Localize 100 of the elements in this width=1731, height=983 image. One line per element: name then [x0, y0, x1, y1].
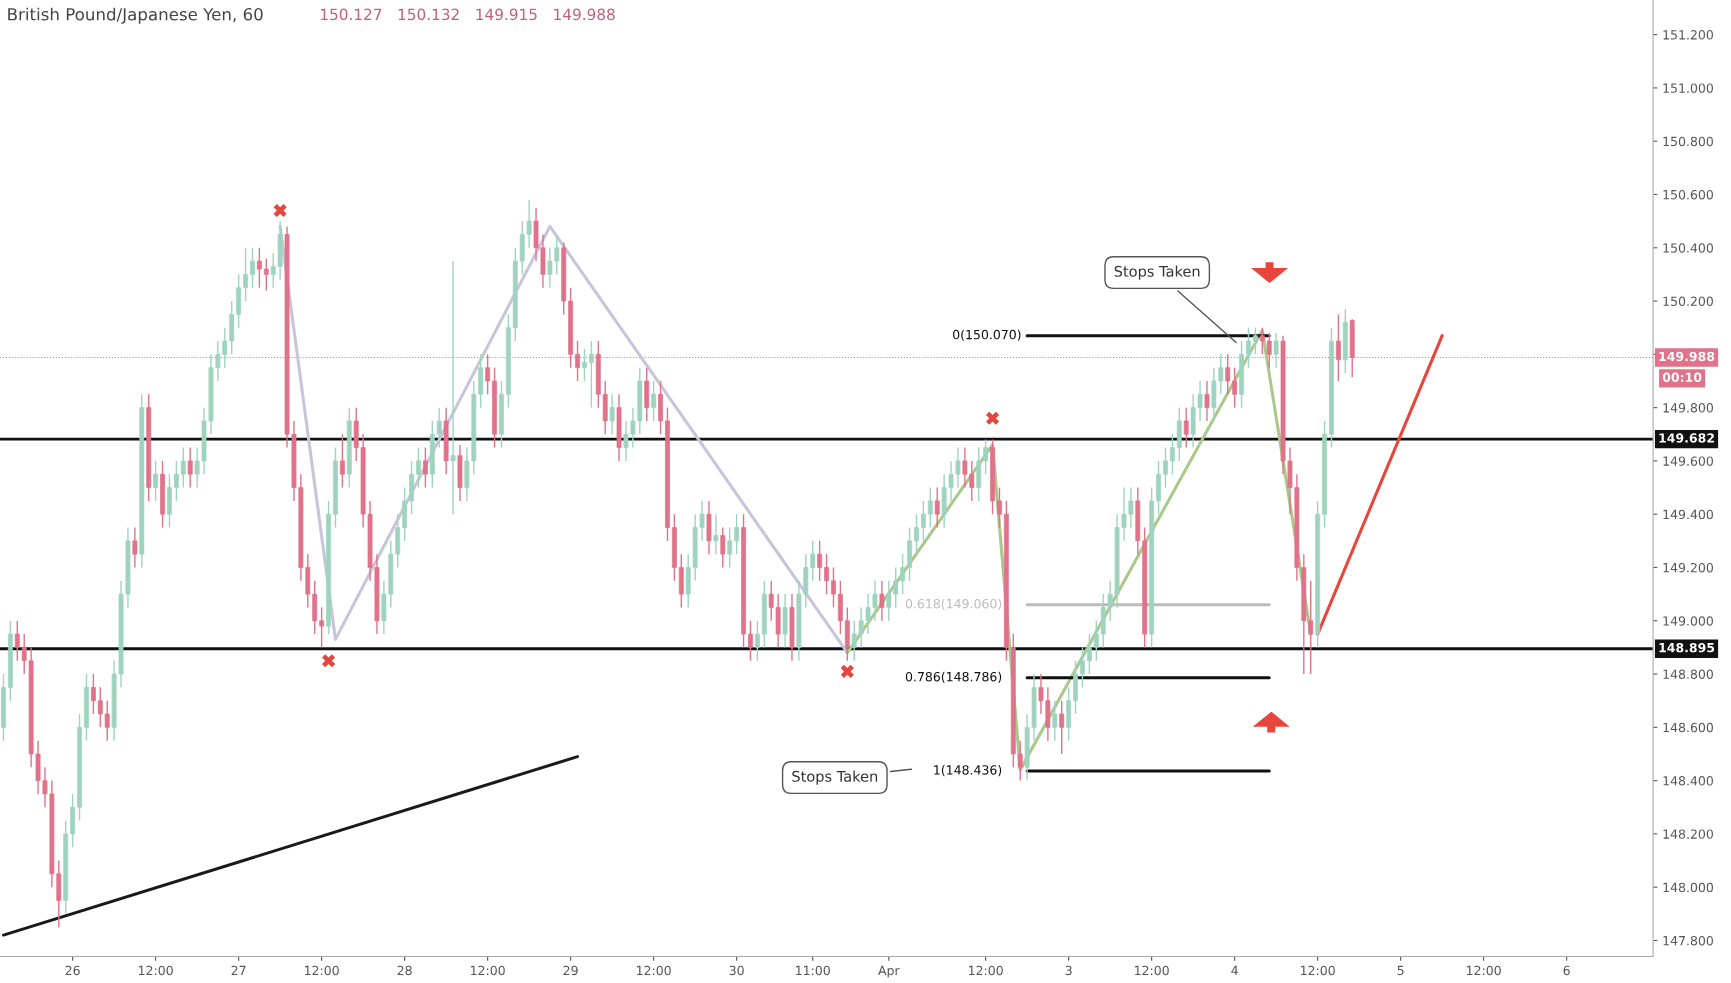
- point: [840, 664, 854, 678]
- candlestick: [588, 340, 594, 409]
- candlestick: [132, 526, 138, 569]
- candlestick: [817, 540, 823, 582]
- x-tick-label: 12:00: [1467, 965, 1501, 976]
- candlestick: [1086, 633, 1092, 675]
- ref-line-label: 149.988: [1659, 351, 1715, 362]
- text: 00:10: [1662, 372, 1702, 382]
- candlestick: [720, 526, 726, 569]
- candlestick: [1204, 380, 1210, 422]
- candlestick: [416, 446, 421, 489]
- chart-subtitle: 150.127 150.132 149.915 149.988: [321, 8, 615, 21]
- x-tick-label: 28: [397, 965, 412, 976]
- candlestick: [934, 486, 940, 529]
- text: 1(148.436): [934, 764, 1002, 777]
- candlestick: [153, 460, 159, 502]
- candlestick: [187, 446, 193, 489]
- point: [273, 203, 287, 218]
- y-tick-label: 149.800: [1663, 403, 1713, 413]
- y-tick-label: 151.000: [1663, 83, 1713, 93]
- y-tick-label: 147.800: [1663, 935, 1713, 946]
- candlestick: [256, 247, 262, 289]
- series-label: 0(150.070): [953, 329, 1021, 341]
- point: [321, 654, 336, 668]
- y-tick-label: 150.800: [1663, 136, 1713, 147]
- candlestick: [243, 247, 248, 302]
- candlestick: [1080, 646, 1085, 689]
- candlestick: [90, 673, 96, 715]
- candlestick: [450, 260, 456, 515]
- candlestick: [997, 486, 1002, 529]
- x-tick-label: 4: [1231, 965, 1238, 975]
- x-tick-label: 12:00: [304, 965, 339, 976]
- candlestick: [1183, 406, 1189, 449]
- candlestick: [609, 393, 615, 435]
- candlestick: [1169, 433, 1175, 475]
- x-tick-label: 12:00: [1301, 965, 1335, 976]
- candlestick: [180, 446, 186, 489]
- x-tick-label: 11:00: [796, 965, 830, 976]
- x-tick-label: 3: [1065, 965, 1072, 976]
- y-tick-label: 151.200: [1663, 30, 1713, 40]
- x-tick-label: 26: [65, 965, 80, 976]
- candlestick: [339, 433, 345, 489]
- candlestick: [983, 438, 989, 475]
- x-tick-label: 6: [1563, 965, 1570, 976]
- y-tick-label: 149.400: [1663, 509, 1713, 520]
- text: 0.618(149.060): [905, 598, 1002, 610]
- x-tick-label: 12:00: [969, 965, 1003, 976]
- y-tick-label: 149.200: [1663, 562, 1713, 573]
- candlestick: [754, 620, 760, 662]
- chart-title: British Pound/Japanese Yen, 60: [8, 7, 263, 24]
- candlestick: [1246, 327, 1251, 369]
- x-tick-label: 12:00: [470, 965, 505, 976]
- candlestick: [1052, 699, 1058, 742]
- x-tick-label: 5: [1397, 965, 1404, 976]
- y-tick-label: 148.800: [1663, 669, 1713, 679]
- candlestick: [1232, 366, 1238, 409]
- candlestick: [727, 526, 733, 569]
- y-tick-label: 148.200: [1663, 829, 1713, 839]
- candlestick: [173, 460, 179, 502]
- candlestick: [319, 606, 325, 649]
- y-tick-label: 150.200: [1663, 296, 1713, 306]
- candlestick: [914, 513, 919, 555]
- annotation: Stops Taken: [1114, 265, 1200, 280]
- ref-line-label: 149.682: [1659, 433, 1714, 443]
- candlestick: [1273, 332, 1279, 369]
- x-tick-label: 12:00: [138, 965, 173, 976]
- candlestick: [831, 566, 836, 609]
- text: 0.786(148.786): [905, 671, 1002, 683]
- x-tick-label: 12:00: [1135, 965, 1169, 976]
- x-tick-label: 27: [231, 965, 246, 975]
- y-tick-label: 148.000: [1663, 882, 1713, 893]
- candlestick: [734, 513, 740, 555]
- candlestick: [1252, 327, 1258, 356]
- candlestick: [250, 247, 255, 289]
- annotation: Stops Taken: [792, 770, 878, 785]
- candlestick: [713, 513, 719, 555]
- candlestick: [651, 380, 657, 422]
- y-tick-label: 150.400: [1663, 243, 1713, 253]
- x-tick-label: 30: [729, 965, 744, 976]
- y-tick-label: 149.600: [1663, 456, 1713, 466]
- candlestick: [263, 257, 269, 292]
- candlestick: [582, 348, 587, 382]
- y-tick-label: 148.600: [1663, 722, 1713, 733]
- candlestick: [927, 486, 933, 529]
- candlestick: [1163, 446, 1168, 489]
- x-tick-label: 12:00: [636, 965, 671, 976]
- y-tick-label: 148.400: [1663, 776, 1713, 786]
- candlestick: [824, 553, 829, 595]
- candlestick: [900, 553, 906, 595]
- x-tick-label: 29: [563, 965, 578, 976]
- ref-line-label: 148.895: [1659, 642, 1715, 653]
- candlestick: [920, 500, 926, 542]
- candlestick: [1059, 699, 1065, 755]
- y-tick-label: 149.000: [1663, 616, 1713, 626]
- candlestick: [422, 446, 428, 489]
- candlestick: [748, 620, 753, 662]
- x-tick-label: Apr: [878, 965, 900, 978]
- y-tick-label: 150.600: [1663, 189, 1713, 200]
- point: [985, 411, 1000, 425]
- candlestick: [879, 580, 885, 622]
